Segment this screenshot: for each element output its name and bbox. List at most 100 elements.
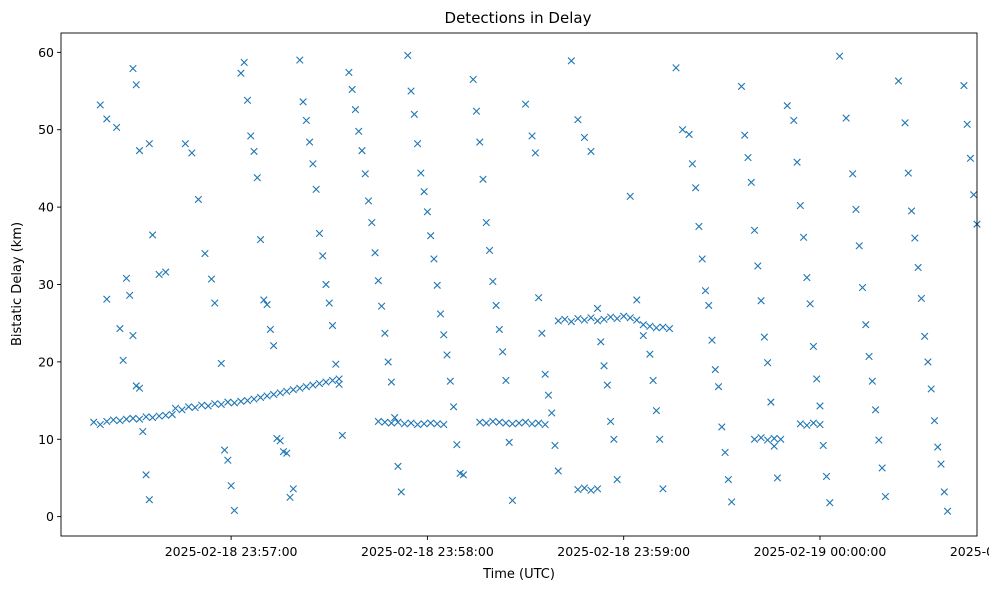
data-point <box>433 420 441 428</box>
data-point <box>482 218 490 227</box>
data-point <box>319 252 327 260</box>
data-point <box>266 325 275 334</box>
data-point <box>407 87 415 95</box>
data-point <box>646 322 654 330</box>
data-point <box>135 384 144 392</box>
plot-frame <box>60 32 978 537</box>
data-point <box>580 133 589 142</box>
data-point <box>613 475 621 484</box>
data-point <box>603 381 612 389</box>
data-point <box>263 392 271 400</box>
data-point <box>534 419 543 427</box>
data-point <box>924 358 932 366</box>
data-point <box>289 485 297 493</box>
data-point <box>256 235 265 244</box>
data-point <box>404 51 412 60</box>
data-point <box>737 82 746 91</box>
data-point <box>426 232 435 240</box>
data-point <box>276 389 284 397</box>
data-point <box>211 399 219 408</box>
x-tick-label: 2025-02-18 23:57:00 <box>165 544 298 559</box>
data-point <box>449 403 458 411</box>
data-point <box>763 358 772 367</box>
data-point <box>469 75 477 84</box>
data-point <box>865 352 873 361</box>
data-point <box>135 146 144 155</box>
data-point <box>407 419 415 427</box>
data-point <box>822 472 831 481</box>
data-point <box>289 386 297 394</box>
data-point <box>701 287 710 295</box>
data-point <box>103 417 111 426</box>
data-point <box>639 321 648 329</box>
data-point <box>335 380 343 389</box>
data-point <box>649 376 657 385</box>
data-point <box>960 81 968 90</box>
data-point <box>227 482 235 490</box>
data-point <box>502 419 510 427</box>
data-point <box>633 316 641 324</box>
data-point <box>767 398 775 406</box>
data-point <box>430 255 438 263</box>
data-point <box>433 281 441 289</box>
data-point <box>875 436 883 444</box>
data-point <box>309 381 317 389</box>
data-point <box>495 418 504 426</box>
data-point <box>482 419 490 427</box>
data-point <box>217 400 225 409</box>
data-point <box>256 393 265 402</box>
data-point <box>489 417 497 426</box>
data-point <box>443 351 451 359</box>
y-axis-ticks: 0 10 20 30 40 50 60 <box>38 45 61 524</box>
data-point <box>426 419 435 427</box>
data-point <box>901 119 909 127</box>
data-point <box>711 365 719 374</box>
data-point <box>920 332 929 341</box>
data-point <box>492 301 500 310</box>
data-point <box>819 441 827 450</box>
data-point <box>315 229 324 238</box>
data-point <box>283 387 291 395</box>
y-tick-label: 30 <box>38 277 54 292</box>
data-point <box>963 120 971 129</box>
data-point <box>126 291 134 300</box>
data-point <box>394 462 402 471</box>
data-point <box>322 280 330 289</box>
data-point <box>181 139 190 148</box>
data-point <box>328 376 337 385</box>
data-point <box>387 378 396 386</box>
data-point <box>685 130 693 139</box>
data-point <box>652 324 661 332</box>
data-point <box>714 382 723 391</box>
data-point <box>665 324 674 333</box>
data-point <box>495 325 504 334</box>
data-point <box>237 69 245 77</box>
data-point <box>754 262 762 270</box>
data-point <box>201 249 209 258</box>
data-point <box>881 492 890 501</box>
data-point <box>937 460 945 468</box>
data-point <box>243 396 252 405</box>
data-point <box>230 399 239 407</box>
data-point <box>544 391 553 399</box>
y-tick-label: 50 <box>38 122 54 137</box>
data-point <box>247 132 255 140</box>
data-point <box>770 434 778 443</box>
data-point <box>593 485 602 493</box>
data-point <box>322 378 330 386</box>
data-point <box>930 417 939 425</box>
data-point <box>420 420 428 428</box>
y-axis-label: Bistatic Delay (km) <box>10 222 25 346</box>
data-point <box>600 315 608 324</box>
data-point <box>672 64 680 72</box>
data-point <box>659 485 667 493</box>
data-point <box>296 384 304 392</box>
data-point <box>116 324 124 333</box>
data-point <box>803 421 811 430</box>
data-point <box>184 403 193 411</box>
data-point <box>276 437 284 445</box>
data-point <box>858 283 867 292</box>
data-point <box>505 438 513 447</box>
data-point <box>178 406 186 414</box>
data-point <box>750 226 759 235</box>
